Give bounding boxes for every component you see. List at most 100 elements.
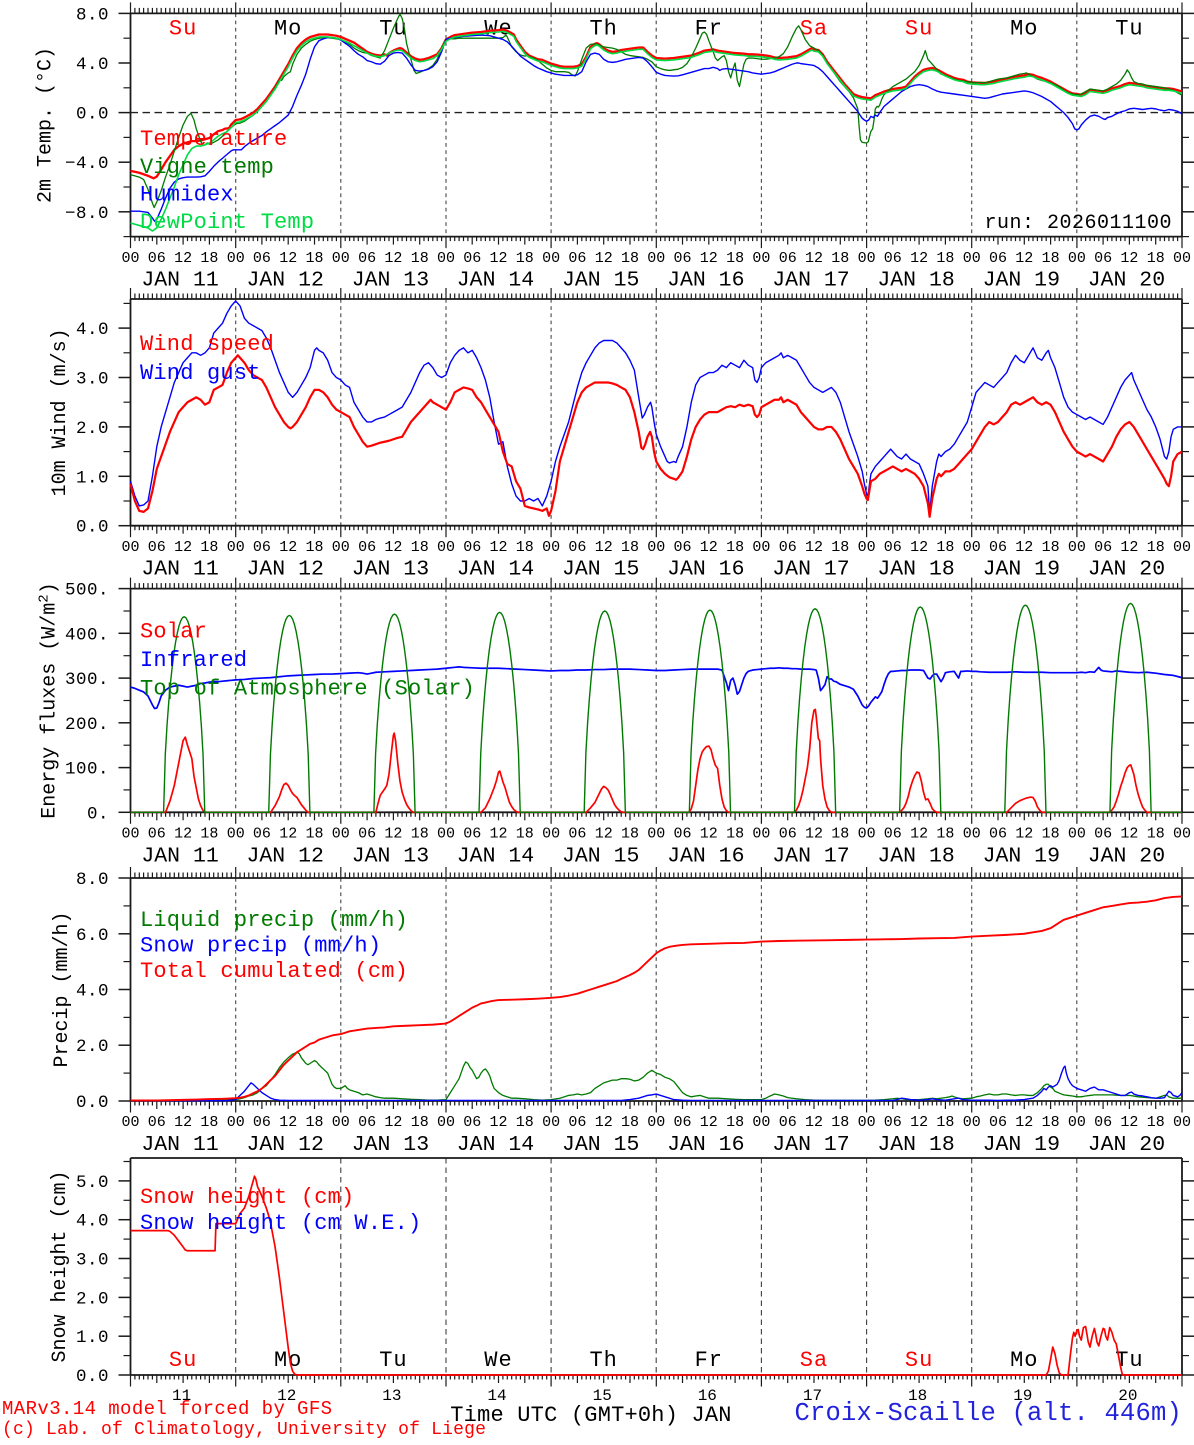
svg-text:00: 00 (1173, 1114, 1191, 1131)
svg-text:06: 06 (568, 1114, 586, 1131)
svg-text:00: 00 (542, 539, 560, 556)
svg-text:8.0: 8.0 (76, 870, 109, 890)
svg-text:00: 00 (332, 250, 350, 267)
svg-text:JAN 13: JAN 13 (352, 844, 429, 868)
svg-text:JAN 11: JAN 11 (141, 269, 218, 293)
svg-text:JAN 11: JAN 11 (141, 558, 218, 582)
svg-text:12: 12 (1015, 826, 1033, 843)
svg-text:06: 06 (779, 1114, 797, 1131)
svg-text:16: 16 (698, 1387, 717, 1405)
svg-text:06: 06 (779, 539, 797, 556)
svg-text:Croix-Scaille (alt. 446m): Croix-Scaille (alt. 446m) (794, 1399, 1182, 1428)
svg-text:12: 12 (489, 1114, 507, 1131)
svg-text:JAN 20: JAN 20 (1088, 844, 1165, 868)
svg-text:06: 06 (148, 826, 166, 843)
svg-text:Sa: Sa (800, 1348, 828, 1373)
svg-text:Fr: Fr (695, 1348, 723, 1373)
svg-text:06: 06 (358, 250, 376, 267)
svg-text:12: 12 (805, 539, 823, 556)
svg-text:Wind speed: Wind speed (140, 332, 274, 357)
svg-text:06: 06 (463, 539, 481, 556)
svg-text:12: 12 (384, 250, 402, 267)
svg-text:JAN 18: JAN 18 (877, 558, 954, 582)
svg-text:00: 00 (542, 826, 560, 843)
svg-text:JAN 16: JAN 16 (667, 844, 744, 868)
svg-text:00: 00 (752, 826, 770, 843)
svg-text:4.0: 4.0 (76, 320, 109, 340)
svg-text:12: 12 (700, 826, 718, 843)
svg-text:12: 12 (910, 1114, 928, 1131)
svg-text:00: 00 (437, 250, 455, 267)
svg-text:18: 18 (936, 539, 954, 556)
svg-text:06: 06 (989, 1114, 1007, 1131)
svg-text:12: 12 (384, 826, 402, 843)
svg-text:18: 18 (936, 826, 954, 843)
svg-text:12: 12 (279, 250, 297, 267)
svg-text:JAN 20: JAN 20 (1088, 269, 1165, 293)
svg-text:JAN 12: JAN 12 (246, 844, 323, 868)
svg-text:12: 12 (489, 826, 507, 843)
svg-text:Top of Atmosphere (Solar): Top of Atmosphere (Solar) (140, 677, 475, 702)
svg-text:17: 17 (803, 1387, 822, 1405)
svg-text:06: 06 (568, 826, 586, 843)
svg-text:12: 12 (1015, 539, 1033, 556)
svg-text:0.0: 0.0 (76, 518, 109, 538)
svg-text:18: 18 (1147, 826, 1165, 843)
svg-text:06: 06 (884, 250, 902, 267)
svg-text:6.0: 6.0 (76, 926, 109, 946)
svg-text:JAN 14: JAN 14 (457, 844, 534, 868)
svg-text:Energy fluxes (W/m2): Energy fluxes (W/m2) (37, 582, 62, 818)
svg-text:06: 06 (463, 826, 481, 843)
svg-text:−4.0: −4.0 (65, 154, 109, 174)
svg-text:JAN 11: JAN 11 (141, 1133, 218, 1157)
svg-text:18: 18 (726, 250, 744, 267)
svg-text:18: 18 (726, 1114, 744, 1131)
svg-text:18: 18 (411, 1114, 429, 1131)
svg-text:12: 12 (595, 250, 613, 267)
svg-text:06: 06 (568, 250, 586, 267)
svg-text:Snow height (cm): Snow height (cm) (49, 1170, 72, 1362)
svg-text:18: 18 (516, 250, 534, 267)
svg-text:JAN 14: JAN 14 (457, 558, 534, 582)
svg-text:00: 00 (1068, 539, 1086, 556)
svg-text:3.0: 3.0 (76, 1251, 109, 1271)
svg-text:06: 06 (1094, 539, 1112, 556)
svg-text:12: 12 (1120, 1114, 1138, 1131)
svg-text:Fr: Fr (695, 16, 723, 41)
svg-text:18: 18 (831, 250, 849, 267)
svg-text:12: 12 (805, 1114, 823, 1131)
svg-text:Mo: Mo (1010, 1348, 1038, 1373)
svg-text:12: 12 (279, 1114, 297, 1131)
svg-text:12: 12 (805, 826, 823, 843)
svg-text:06: 06 (568, 539, 586, 556)
svg-text:18: 18 (621, 539, 639, 556)
svg-text:18: 18 (936, 250, 954, 267)
svg-text:18: 18 (621, 826, 639, 843)
svg-text:00: 00 (752, 1114, 770, 1131)
svg-text:00: 00 (227, 539, 245, 556)
svg-text:00: 00 (1068, 250, 1086, 267)
svg-text:0.0: 0.0 (76, 105, 109, 125)
svg-text:06: 06 (884, 826, 902, 843)
svg-text:JAN 20: JAN 20 (1088, 558, 1165, 582)
svg-text:JAN 14: JAN 14 (457, 269, 534, 293)
svg-text:400.: 400. (65, 625, 109, 645)
svg-text:Snow precip (mm/h): Snow precip (mm/h) (140, 934, 381, 959)
svg-text:JAN 19: JAN 19 (983, 844, 1060, 868)
svg-text:06: 06 (1094, 826, 1112, 843)
svg-text:Tu: Tu (379, 1348, 407, 1373)
svg-text:06: 06 (358, 1114, 376, 1131)
svg-text:12: 12 (1120, 250, 1138, 267)
svg-text:Th: Th (589, 1348, 617, 1373)
svg-text:06: 06 (673, 250, 691, 267)
svg-text:JAN 17: JAN 17 (772, 844, 849, 868)
svg-text:Su: Su (169, 1348, 197, 1373)
svg-text:DewPoint Temp: DewPoint Temp (140, 210, 314, 235)
svg-text:12: 12 (1015, 1114, 1033, 1131)
svg-text:MARv3.14 model forced by GFS: MARv3.14 model forced by GFS (2, 1398, 332, 1420)
svg-text:We: We (484, 1348, 512, 1373)
svg-text:12: 12 (910, 539, 928, 556)
svg-text:JAN 12: JAN 12 (246, 269, 323, 293)
svg-text:18: 18 (831, 539, 849, 556)
svg-text:06: 06 (1094, 1114, 1112, 1131)
